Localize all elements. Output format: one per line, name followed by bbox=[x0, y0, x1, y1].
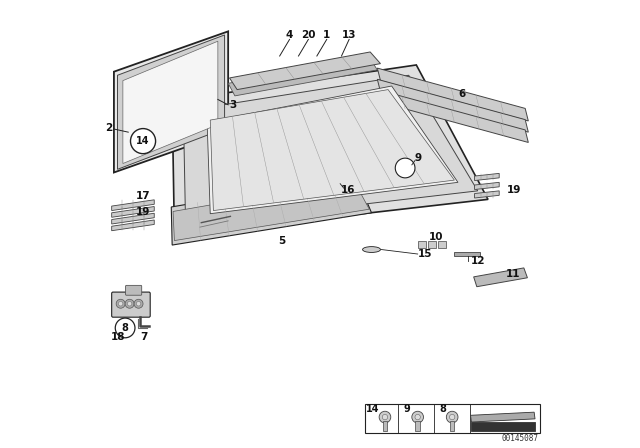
Polygon shape bbox=[112, 213, 154, 224]
Polygon shape bbox=[118, 35, 225, 169]
Text: 14: 14 bbox=[366, 404, 380, 414]
Polygon shape bbox=[378, 68, 529, 121]
Polygon shape bbox=[172, 176, 371, 245]
Text: 10: 10 bbox=[428, 233, 443, 242]
Bar bbox=[454, 252, 481, 256]
Text: 8: 8 bbox=[122, 323, 129, 333]
Text: 9: 9 bbox=[404, 404, 411, 414]
Polygon shape bbox=[475, 173, 499, 181]
Text: 17: 17 bbox=[136, 191, 150, 201]
Circle shape bbox=[446, 411, 458, 423]
Polygon shape bbox=[474, 268, 527, 287]
Polygon shape bbox=[112, 220, 154, 231]
Text: 2: 2 bbox=[105, 123, 112, 133]
Circle shape bbox=[134, 299, 143, 308]
Text: 7: 7 bbox=[141, 332, 148, 342]
Text: 9: 9 bbox=[414, 153, 421, 163]
Text: 00145087: 00145087 bbox=[502, 434, 539, 443]
Polygon shape bbox=[184, 75, 477, 225]
Circle shape bbox=[382, 414, 388, 420]
Text: 6: 6 bbox=[459, 89, 466, 99]
Polygon shape bbox=[230, 52, 380, 90]
Polygon shape bbox=[210, 90, 454, 211]
Polygon shape bbox=[228, 57, 378, 96]
Circle shape bbox=[396, 158, 415, 178]
Text: 8: 8 bbox=[440, 404, 447, 414]
Text: 19: 19 bbox=[136, 207, 150, 217]
Text: 11: 11 bbox=[506, 269, 521, 279]
Polygon shape bbox=[112, 207, 154, 217]
Polygon shape bbox=[114, 31, 228, 172]
Text: 5: 5 bbox=[278, 236, 285, 246]
Polygon shape bbox=[378, 90, 529, 142]
Text: 13: 13 bbox=[342, 30, 356, 40]
Bar bbox=[450, 421, 454, 431]
Polygon shape bbox=[172, 65, 488, 235]
Polygon shape bbox=[378, 79, 529, 132]
Circle shape bbox=[449, 414, 455, 420]
Bar bbox=[418, 241, 426, 248]
Bar bbox=[383, 421, 387, 431]
Circle shape bbox=[115, 318, 135, 338]
Text: 3: 3 bbox=[229, 100, 236, 110]
FancyBboxPatch shape bbox=[112, 292, 150, 317]
Circle shape bbox=[415, 414, 420, 420]
Polygon shape bbox=[475, 182, 499, 190]
Bar bbox=[438, 241, 446, 248]
Polygon shape bbox=[470, 412, 535, 422]
Text: 14: 14 bbox=[136, 136, 150, 146]
Circle shape bbox=[125, 299, 134, 308]
Text: 19: 19 bbox=[506, 185, 521, 194]
Circle shape bbox=[127, 302, 132, 306]
Text: 15: 15 bbox=[418, 249, 433, 259]
Polygon shape bbox=[472, 422, 535, 431]
Ellipse shape bbox=[362, 246, 380, 253]
Circle shape bbox=[118, 302, 123, 306]
Polygon shape bbox=[112, 200, 154, 211]
Polygon shape bbox=[475, 191, 499, 198]
Circle shape bbox=[131, 129, 156, 154]
Text: 12: 12 bbox=[470, 256, 485, 266]
FancyBboxPatch shape bbox=[125, 285, 141, 295]
Text: 20: 20 bbox=[301, 30, 316, 40]
Text: 16: 16 bbox=[341, 185, 355, 195]
Circle shape bbox=[116, 299, 125, 308]
Text: 4: 4 bbox=[286, 30, 293, 40]
Polygon shape bbox=[207, 86, 458, 214]
Circle shape bbox=[136, 302, 141, 306]
Bar bbox=[415, 421, 420, 431]
Bar bbox=[365, 404, 540, 433]
Text: 18: 18 bbox=[111, 332, 125, 342]
Circle shape bbox=[379, 411, 391, 423]
Polygon shape bbox=[123, 41, 218, 164]
Text: 1: 1 bbox=[323, 30, 330, 40]
Circle shape bbox=[412, 411, 424, 423]
Polygon shape bbox=[173, 180, 369, 241]
Bar bbox=[428, 241, 436, 248]
